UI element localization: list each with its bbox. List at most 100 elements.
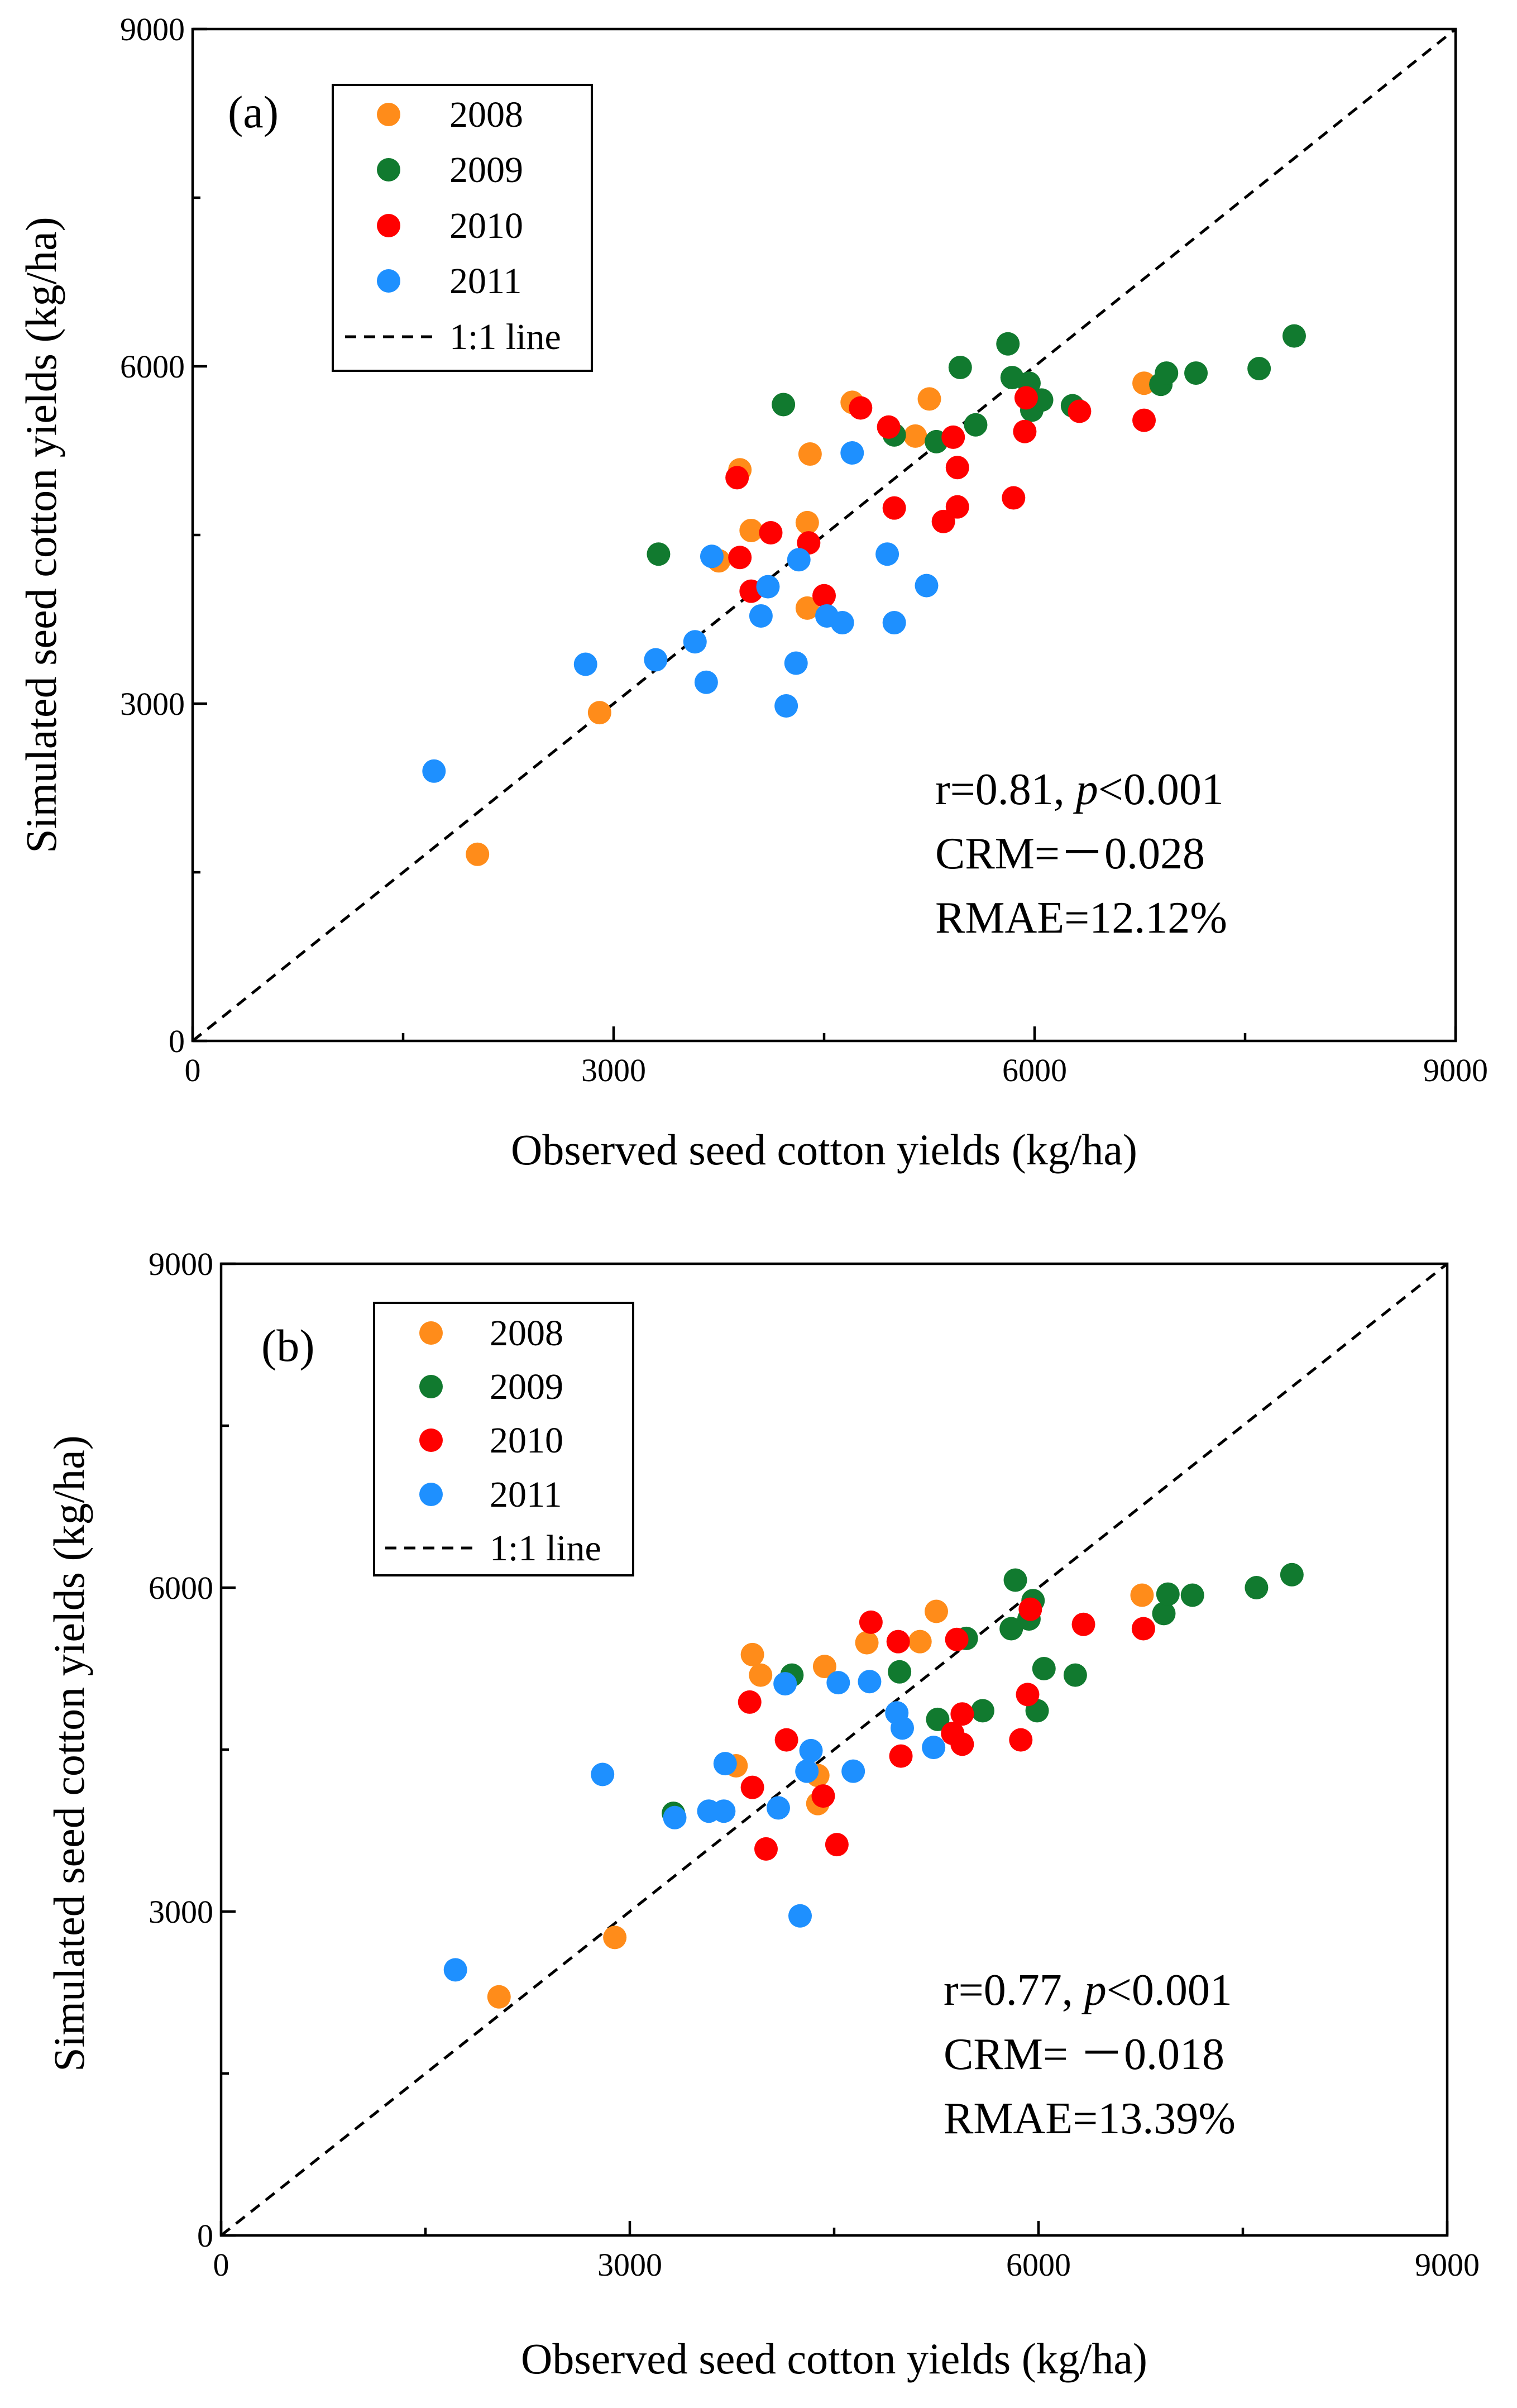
data-point-2009: [647, 542, 671, 566]
x-axis-title: Observed seed cotton yields (kg/ha): [521, 2334, 1147, 2383]
panel-label: (b): [261, 1320, 315, 1371]
data-point-2008: [798, 442, 822, 466]
stats-annotation: r=0.81, p<0.001 CRM=－0.028 RMAE=12.12%: [935, 765, 1227, 943]
stat-crm: CRM= －0.018: [944, 2030, 1224, 2079]
data-point-2010: [759, 520, 783, 544]
legend-label-2011: 2011: [490, 1474, 562, 1515]
data-point-2010: [825, 1833, 849, 1857]
data-point-2011: [826, 1671, 850, 1695]
stat-r-p: r=0.77, p<0.001: [944, 1966, 1232, 2015]
data-point-2009: [999, 1617, 1023, 1641]
data-point-2009: [996, 332, 1020, 356]
data-point-2009: [1032, 1657, 1056, 1680]
legend-label-2008: 2008: [490, 1313, 563, 1354]
data-point-2008: [903, 424, 927, 448]
legend-label-one-to-one: 1:1 line: [490, 1528, 601, 1569]
data-point-2008: [740, 1642, 764, 1666]
data-point-2011: [713, 1752, 737, 1776]
x-tick-label: 9000: [1415, 2247, 1480, 2283]
data-point-2011: [591, 1762, 615, 1786]
legend-marker-2008: [419, 1321, 443, 1345]
chart-panel-a: 0 3000 6000 9000 0 3000 6000 9000 (a) 2008 2009…: [17, 11, 1488, 1174]
data-point-2009: [1152, 1602, 1176, 1626]
data-point-2008: [466, 842, 490, 866]
data-point-2011: [840, 441, 864, 465]
data-point-2011: [788, 1904, 812, 1928]
y-tick-label: 9000: [149, 1246, 213, 1282]
data-point-2011: [841, 1759, 865, 1783]
data-point-2008: [603, 1926, 627, 1950]
data-point-2010: [941, 425, 965, 449]
data-point-2010: [1131, 1617, 1155, 1641]
data-point-2008: [1130, 1583, 1154, 1607]
legend-label-2010: 2010: [490, 1420, 563, 1461]
data-point-2008: [795, 510, 819, 534]
data-point-2011: [773, 1672, 797, 1696]
data-point-2011: [756, 575, 780, 599]
data-point-2009: [888, 1660, 912, 1684]
x-tick-label: 9000: [1423, 1052, 1488, 1088]
data-point-2010: [950, 1732, 974, 1756]
data-point-2009: [964, 413, 988, 437]
data-point-2010: [812, 584, 836, 608]
x-tick-label: 3000: [597, 2247, 662, 2283]
y-tick-label: 3000: [149, 1894, 213, 1930]
x-tick-label: 6000: [1006, 2247, 1071, 2283]
data-point-2010: [889, 1744, 913, 1768]
axis-ticks: 0 3000 6000 9000 0 3000 6000 9000: [120, 11, 1488, 1088]
x-tick-label: 0: [185, 1052, 201, 1088]
one-to-one-line: [221, 1264, 1447, 2235]
data-point-2009: [1003, 1568, 1027, 1592]
data-point-2009: [926, 1707, 950, 1731]
data-point-2011: [784, 651, 808, 675]
data-point-2011: [683, 630, 707, 654]
data-point-2008: [917, 387, 941, 411]
data-point-2010: [1071, 1612, 1095, 1636]
data-point-2010: [740, 1775, 764, 1799]
data-point-2009: [1247, 357, 1271, 381]
data-point-2008: [812, 1655, 836, 1679]
data-point-2011: [799, 1738, 823, 1762]
data-point-2009: [1280, 1563, 1304, 1587]
one-to-one-line: [193, 29, 1456, 1041]
legend-label-2010: 2010: [449, 206, 523, 246]
data-point-2010: [945, 456, 969, 480]
data-point-2011: [875, 542, 899, 566]
data-point-2011: [694, 670, 718, 694]
data-point-2010: [738, 1690, 762, 1714]
y-tick-label: 6000: [149, 1570, 213, 1606]
legend-label-2009: 2009: [490, 1367, 563, 1407]
data-point-2010: [886, 1630, 910, 1654]
data-point-2008: [1132, 371, 1156, 395]
data-point-2009: [772, 393, 796, 417]
legend-marker-2008: [377, 103, 400, 126]
data-point-2011: [766, 1796, 790, 1820]
stat-p-symbol: p: [1081, 1966, 1107, 2015]
data-point-2010: [1132, 408, 1156, 432]
x-tick-label: 6000: [1002, 1052, 1067, 1088]
data-point-2011: [712, 1799, 736, 1823]
data-point-2010: [859, 1610, 883, 1634]
chart-panel-b: 0 3000 6000 9000 0 3000 6000 9000 (b) 2008 2009…: [45, 1246, 1480, 2383]
stat-rmae: RMAE=13.39%: [944, 2094, 1236, 2143]
data-point-2011: [700, 544, 724, 568]
x-tick-label: 0: [213, 2247, 229, 2283]
scatter-points: [422, 324, 1306, 866]
data-point-2009: [1180, 1583, 1204, 1607]
y-axis-title: Simulated seed cotton yields (kg/ha): [17, 217, 65, 853]
y-tick-label: 0: [169, 1023, 185, 1059]
data-point-2011: [573, 652, 597, 676]
data-point-2008: [487, 1985, 511, 2009]
data-point-2011: [922, 1736, 946, 1760]
data-point-2010: [1016, 1683, 1040, 1707]
legend-label-one-to-one: 1:1 line: [449, 317, 561, 357]
legend: 2008 2009 2010 2011 1:1 line: [373, 1302, 634, 1576]
data-point-2011: [443, 1958, 467, 1982]
data-point-2010: [882, 496, 906, 520]
data-point-2010: [1018, 1597, 1042, 1621]
data-point-2011: [830, 611, 854, 635]
stat-p-value: <0.001: [1107, 1966, 1232, 2015]
legend-label-2011: 2011: [449, 261, 522, 302]
legend-marker-2009: [419, 1375, 443, 1398]
